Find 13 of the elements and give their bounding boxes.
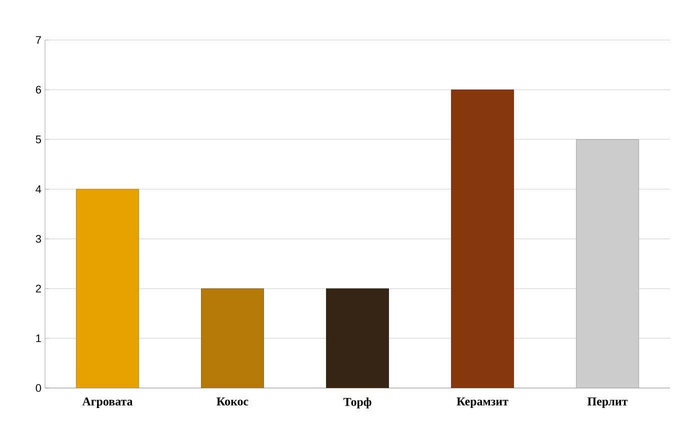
x-tick-label: Перлит [588, 398, 628, 408]
y-tick-label: 2 [36, 284, 41, 292]
y-tick-label: 4 [36, 185, 42, 193]
y-tick-label: 1 [36, 334, 41, 342]
y-tick-label: 5 [36, 136, 42, 144]
x-tick-label: Керамзит [456, 398, 508, 408]
y-tick-label: 7 [36, 36, 41, 44]
x-tick-label: Агровата [82, 398, 133, 408]
x-tick-label: Кокос [216, 398, 248, 406]
y-tick-label: 0 [36, 384, 42, 392]
x-tick-label: Торф [344, 398, 372, 408]
y-tick-label: 6 [36, 86, 41, 94]
y-tick-label: 3 [36, 234, 41, 243]
